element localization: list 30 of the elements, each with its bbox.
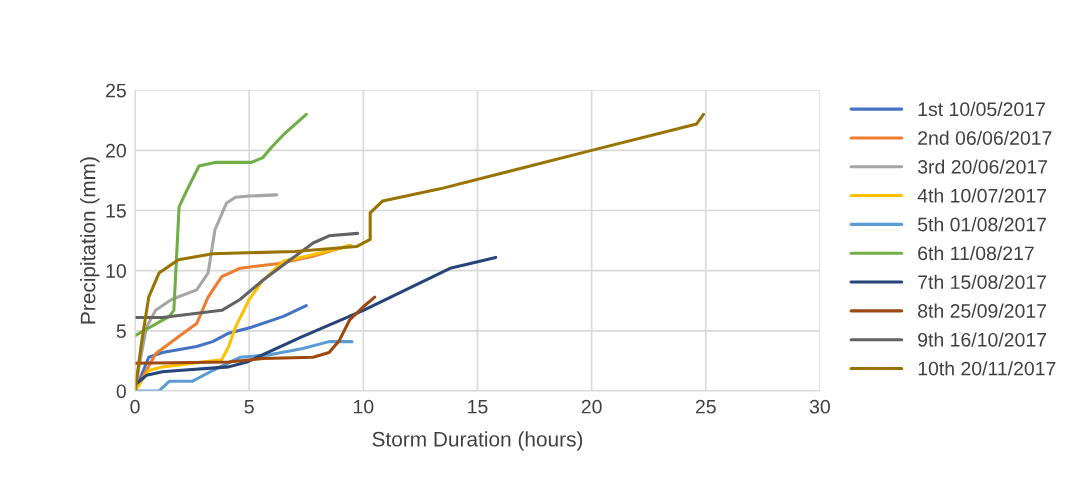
x-tick-label: 30	[809, 399, 830, 414]
x-tick-label: 20	[581, 399, 602, 414]
line-series	[135, 112, 308, 338]
line-series	[135, 112, 706, 391]
legend-label: 3rd 20/06/2017	[917, 159, 1048, 174]
y-tick-label: 0	[116, 384, 126, 399]
legend-label: 9th 16/10/2017	[918, 332, 1046, 347]
x-tick-label: 0	[130, 399, 140, 414]
legend-label: 7th 15/08/2017	[918, 274, 1046, 290]
x-tick-label: 5	[244, 400, 254, 414]
legend-label: 5th 01/08/2017	[918, 217, 1046, 232]
line-series	[135, 295, 377, 365]
legend-label: 8th 25/09/2017	[918, 303, 1046, 318]
legend-label: 1st 10/05/2017	[918, 101, 1045, 117]
x-tick-label: 15	[468, 400, 488, 414]
x-tick-label: 10	[354, 399, 374, 414]
y-tick-label: 20	[106, 143, 126, 158]
y-axis-title: Precipitation (mm)	[80, 157, 100, 324]
y-tick-label: 25	[106, 83, 126, 98]
line-series	[135, 255, 498, 387]
x-axis-title: Storm Duration (hours)	[372, 431, 583, 451]
x-tick-label: 25	[695, 399, 716, 414]
y-tick-label: 5	[116, 324, 126, 339]
y-tick-label: 10	[106, 264, 126, 278]
legend-label: 10th 20/11/2017	[918, 361, 1056, 376]
legend-label: 4th 10/07/2017	[917, 188, 1046, 203]
legend-label: 6th 11/08/217	[918, 245, 1034, 261]
y-tick-label: 15	[106, 204, 126, 218]
line-series	[135, 231, 360, 320]
legend-label: 2nd 06/06/2017	[918, 130, 1052, 145]
